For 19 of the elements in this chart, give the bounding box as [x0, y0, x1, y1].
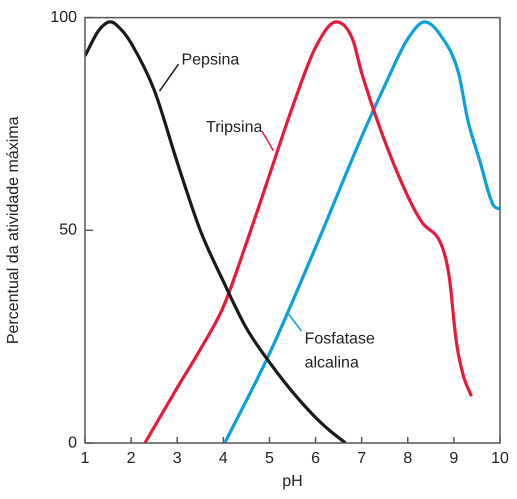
x-axis-title: pH [282, 472, 303, 490]
x-tick-label: 2 [126, 450, 136, 468]
x-tick-label: 5 [264, 450, 274, 468]
text: Pepsina [181, 52, 240, 69]
y-tick-label: 50 [59, 222, 78, 239]
x-tick-label: 6 [311, 450, 320, 468]
x-tick-label: 1 [80, 450, 90, 468]
y-tick-label: 0 [68, 434, 78, 452]
x-tick-label: 4 [218, 450, 228, 468]
y-axis-title: Percentual da atividade máxima [5, 116, 22, 344]
series-label: Tripsina [206, 119, 262, 136]
x-tick-label: 3 [172, 450, 182, 468]
x-tick-label: 9 [449, 450, 458, 468]
x-tick-label: 8 [403, 450, 412, 468]
x-tick-label: 10 [491, 450, 509, 468]
line-series [143, 20, 474, 443]
legend-label: Fosfatase alcalina [304, 330, 375, 372]
y-tick-label: 100 [50, 9, 78, 26]
x-tick-label: 7 [357, 450, 366, 468]
